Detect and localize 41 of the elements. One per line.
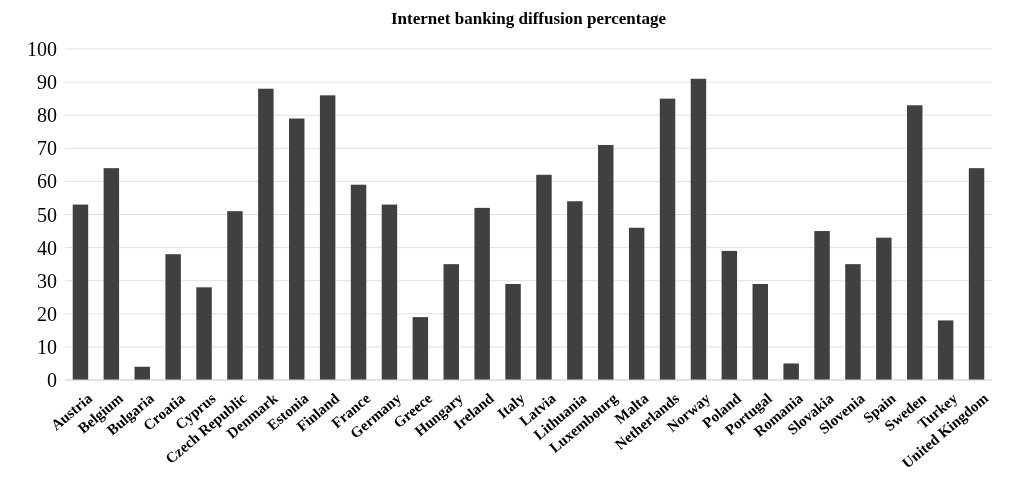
bar xyxy=(505,284,521,380)
y-tick-label: 30 xyxy=(37,269,57,292)
bar xyxy=(783,363,799,380)
bar xyxy=(876,237,892,380)
bar xyxy=(907,105,923,380)
bar xyxy=(659,98,676,380)
bar xyxy=(752,284,768,380)
y-tick-label: 60 xyxy=(37,170,57,193)
y-tick-label: 50 xyxy=(37,203,57,226)
bar xyxy=(103,168,120,380)
bar xyxy=(845,264,861,380)
bar xyxy=(536,174,552,380)
y-tick-label: 70 xyxy=(37,137,57,160)
y-tick-label: 20 xyxy=(37,302,57,325)
bar xyxy=(165,254,181,380)
y-tick-label: 100 xyxy=(27,38,57,60)
bar xyxy=(72,204,89,380)
bar xyxy=(196,287,212,380)
bar xyxy=(814,231,830,380)
bar xyxy=(474,207,490,380)
bar xyxy=(628,227,645,380)
bar xyxy=(412,317,429,380)
y-tick-label: 0 xyxy=(47,369,57,391)
bar xyxy=(598,144,614,380)
chart-title: Internet banking diffusion percentage xyxy=(390,9,667,28)
bar xyxy=(258,88,274,380)
y-tick-label: 90 xyxy=(37,71,57,94)
bar xyxy=(937,320,954,380)
bar xyxy=(690,78,707,380)
bar xyxy=(721,250,738,380)
y-tick-label: 10 xyxy=(37,335,57,358)
y-tick-label: 40 xyxy=(37,236,57,259)
bar xyxy=(443,264,459,380)
bar xyxy=(567,201,583,380)
bar xyxy=(381,204,398,380)
bar xyxy=(227,211,243,380)
y-tick-label: 80 xyxy=(37,104,57,127)
bar xyxy=(319,95,336,380)
bar xyxy=(350,184,367,380)
bar xyxy=(289,118,305,380)
bar xyxy=(968,168,985,380)
